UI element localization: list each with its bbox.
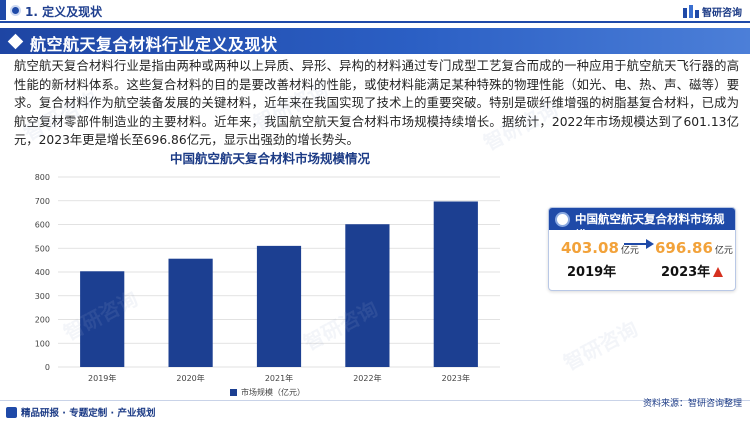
top-accent-bar: [0, 0, 6, 20]
card-badge-icon: [555, 212, 570, 227]
y-tick-label: 300: [35, 292, 50, 301]
bar: [345, 224, 390, 367]
footer-divider: [0, 400, 750, 401]
right-year-row: 2023年: [655, 261, 733, 280]
footer-text: 精品研报 · 专题定制 · 产业规划: [21, 408, 156, 419]
footer-tagline: 精品研报 · 专题定制 · 产业规划: [6, 405, 155, 419]
top-bar: 1. 定义及现状 智研咨询: [0, 0, 750, 22]
right-year: 2023年: [661, 265, 711, 280]
title-banner: 航空航天复合材料行业定义及现状: [0, 28, 750, 54]
bar-chart: 0 100 200 300 400 500 600 700 800 2019年 2020年 2021年…: [35, 173, 500, 383]
bar: [256, 245, 302, 367]
chart-title: 中国航空航天复合材料市场规模情况: [169, 151, 370, 166]
up-arrow-icon: [713, 267, 724, 277]
source-note: 资料来源：智研咨询整理: [642, 399, 742, 409]
footer-icon: [6, 406, 17, 418]
left-value: 403.08: [561, 239, 619, 257]
top-divider: [0, 21, 750, 23]
growth-arrow-icon: [624, 239, 654, 249]
left-year: 2019年: [567, 265, 617, 280]
watermark: 智研咨询: [559, 316, 642, 376]
bar: [433, 201, 478, 367]
section-label: 1. 定义及现状: [25, 5, 103, 19]
legend-swatch: [230, 389, 237, 396]
x-tick-label: 2019年: [88, 373, 116, 383]
x-tick-label: 2021年: [265, 373, 293, 383]
y-tick-label: 600: [35, 221, 50, 230]
bar: [168, 258, 213, 367]
card-header: 中国航空航天复合材料市场规模: [549, 208, 735, 242]
legend-label: 市场规模（亿元）: [241, 388, 305, 397]
left-unit: 亿元: [620, 246, 639, 256]
y-tick-label: 700: [35, 197, 50, 206]
market-size-card: 中国航空航天复合材料市场规模 403.08 亿元 2019年 696.86 亿元 2…: [548, 207, 736, 291]
y-tick-label: 500: [35, 244, 50, 253]
right-value: 696.86: [655, 239, 713, 257]
card-title: 中国航空航天复合材料市场规模: [575, 212, 725, 242]
intro-paragraph: 航空航天复合材料行业是指由两种或两种以上异质、异形、异构的材料通过专门成型工艺复…: [14, 59, 739, 148]
right-unit: 亿元: [714, 246, 733, 256]
page-title: 航空航天复合材料行业定义及现状: [30, 35, 278, 54]
x-tick-label: 2020年: [176, 373, 204, 383]
y-tick-label: 400: [35, 268, 50, 277]
bar: [80, 271, 125, 367]
y-tick-label: 0: [45, 363, 50, 372]
chart-legend: 市场规模（亿元）: [230, 387, 305, 398]
logo-icon: [683, 5, 699, 18]
y-tick-label: 100: [35, 339, 50, 348]
right-value-block: 696.86 亿元 2023年: [655, 238, 733, 280]
section-bullet-icon: [10, 5, 21, 16]
y-tick-label: 800: [35, 173, 50, 182]
x-tick-label: 2023年: [442, 373, 470, 383]
diamond-icon: [7, 33, 24, 50]
logo: 智研咨询: [683, 3, 742, 19]
x-tick-label: 2022年: [353, 373, 381, 383]
logo-text: 智研咨询: [702, 7, 742, 19]
left-value-block: 403.08 亿元 2019年: [561, 238, 639, 280]
y-tick-label: 200: [35, 316, 50, 325]
